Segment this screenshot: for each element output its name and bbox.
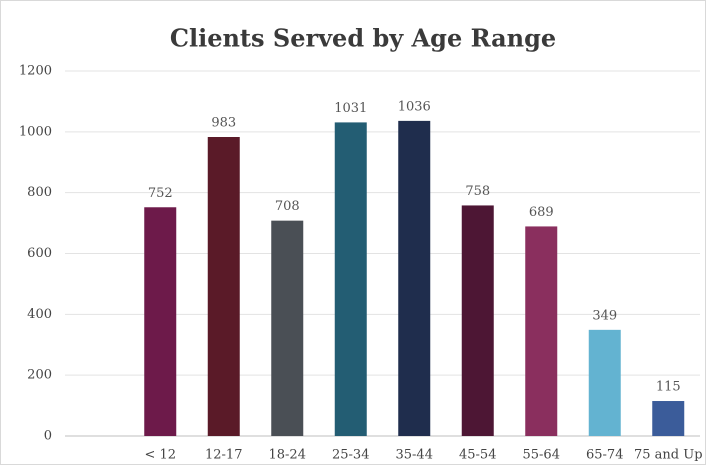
value-label: 1036 (398, 99, 431, 114)
y-tick-label: 400 (27, 307, 52, 322)
value-label: 758 (465, 184, 490, 199)
y-tick-label: 800 (27, 185, 52, 200)
y-tick-label: 200 (27, 368, 52, 383)
x-tick-label: 35-44 (396, 448, 433, 463)
y-tick-label: 1000 (19, 124, 52, 139)
chart-title: Clients Served by Age Range (170, 24, 556, 53)
bar (334, 122, 367, 436)
bar (398, 120, 431, 436)
x-tick-label: 18-24 (269, 448, 306, 463)
x-tick-label: 25-34 (332, 448, 369, 463)
x-tick-label: 12-17 (205, 448, 242, 463)
y-tick-label: 0 (44, 429, 52, 444)
value-label: 689 (529, 205, 554, 220)
bar (652, 401, 685, 436)
y-tick-label: 1200 (19, 64, 52, 79)
value-label: 983 (211, 116, 236, 131)
x-tick-label: 65-74 (586, 448, 623, 463)
bar (144, 207, 177, 436)
x-tick-label: < 12 (144, 448, 176, 463)
x-tick-label: 75 and Up (634, 448, 703, 463)
bar (525, 226, 558, 436)
value-label: 349 (592, 308, 617, 323)
x-tick-label: 45-54 (459, 448, 496, 463)
value-label: 115 (656, 380, 681, 395)
bar (207, 137, 240, 437)
bar (271, 220, 304, 436)
bar (461, 205, 494, 436)
value-label: 708 (275, 199, 300, 214)
value-label: 752 (148, 186, 173, 201)
value-label: 1031 (334, 101, 367, 116)
x-tick-label: 55-64 (523, 448, 560, 463)
y-tick-label: 600 (27, 246, 52, 261)
bar (588, 329, 621, 436)
